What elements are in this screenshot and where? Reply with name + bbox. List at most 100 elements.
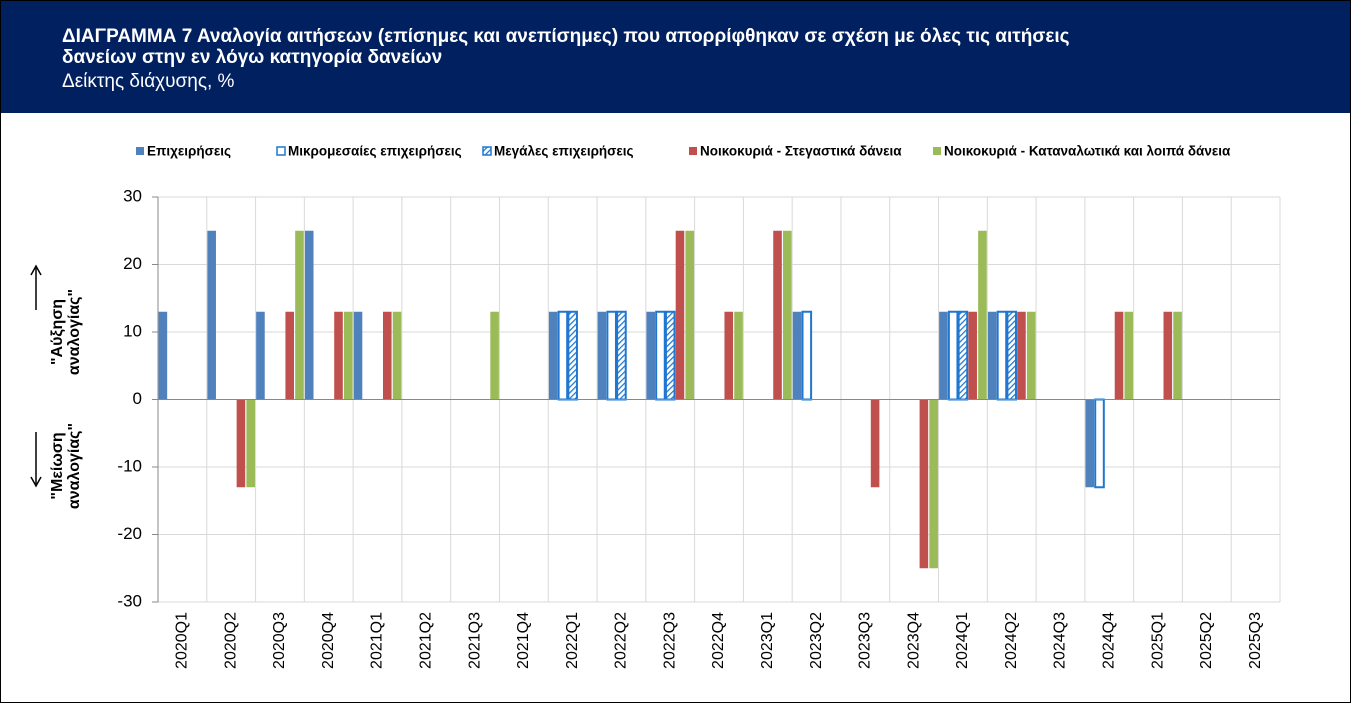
x-tick-label: 2020Q4 xyxy=(320,612,337,669)
x-tick-label: 2020Q3 xyxy=(271,612,288,669)
legend-label: Μεγάλες επιχειρήσεις xyxy=(494,144,634,159)
bar xyxy=(929,399,938,569)
y-tick-label: 10 xyxy=(123,321,142,340)
x-tick-label: 2024Q4 xyxy=(1100,612,1117,669)
arrows xyxy=(30,264,42,488)
bar xyxy=(685,230,695,400)
legend-item: Μικρομεσαίες επιχειρήσεις xyxy=(276,144,462,159)
annotation: "Μείωσηαναλογίας" xyxy=(49,423,83,509)
bar xyxy=(978,230,987,400)
x-tick-label: 2024Q3 xyxy=(1052,612,1069,669)
bar xyxy=(304,230,314,400)
legend-swatch xyxy=(276,146,286,156)
bar xyxy=(947,310,959,401)
header-band xyxy=(0,0,1351,113)
bar xyxy=(987,311,997,400)
y-tick-label: -30 xyxy=(117,591,142,610)
bar xyxy=(557,310,569,401)
bar xyxy=(490,311,499,400)
x-tick-label: 2025Q1 xyxy=(1149,612,1166,669)
x-tick-label: 2023Q3 xyxy=(857,612,874,669)
legend-item: Επιχειρήσεις xyxy=(136,144,231,159)
bar xyxy=(773,230,782,400)
x-tick-label: 2023Q4 xyxy=(905,612,922,669)
bar xyxy=(548,311,558,400)
x-tick-label: 2023Q2 xyxy=(808,612,825,669)
x-tick-label: 2025Q3 xyxy=(1247,612,1264,669)
bar xyxy=(664,310,676,401)
bar xyxy=(616,310,627,401)
bar xyxy=(1085,399,1095,488)
y-tick-label: -10 xyxy=(117,456,142,475)
bar xyxy=(1026,311,1036,400)
bar xyxy=(392,311,402,400)
annotation-line: αναλογίας" xyxy=(66,423,83,509)
bar xyxy=(256,311,265,400)
legend-label: Νοικοκυριά - Στεγαστικά δάνεια xyxy=(700,144,902,159)
x-tick-label: 2024Q2 xyxy=(1003,612,1020,669)
bar xyxy=(919,399,929,569)
x-tick-label: 2022Q4 xyxy=(710,612,727,669)
bar xyxy=(158,311,168,400)
bar xyxy=(675,230,685,400)
bar xyxy=(939,311,948,400)
x-tick-label: 2020Q1 xyxy=(174,612,191,669)
bar xyxy=(1017,311,1026,400)
y-tick-label: 30 xyxy=(123,186,142,205)
bar xyxy=(567,310,578,401)
x-tick-label: 2021Q2 xyxy=(418,612,435,669)
bar xyxy=(783,230,792,400)
bar xyxy=(1124,311,1134,400)
y-tick-label: 20 xyxy=(123,254,142,273)
legend-swatch xyxy=(482,146,492,156)
bar xyxy=(207,230,216,400)
bar xyxy=(1173,311,1182,400)
bar xyxy=(236,399,246,488)
annotation: "Αύξησηαναλογίας" xyxy=(49,289,83,375)
x-tick-label: 2021Q4 xyxy=(515,612,532,669)
bar xyxy=(968,311,977,400)
legend-item: Νοικοκυριά - Καταναλωτικά και λοιπά δάνε… xyxy=(933,144,1231,159)
bar xyxy=(1163,311,1173,400)
bar xyxy=(801,310,813,401)
title: ΔΙΑΓΡΑΜΜΑ 7 Αναλογία αιτήσεων (επίσημες … xyxy=(62,26,1070,47)
bar xyxy=(285,311,295,400)
annotation-line: "Αύξηση xyxy=(49,299,66,365)
bar xyxy=(734,311,743,400)
bar xyxy=(606,310,617,401)
bar xyxy=(1094,398,1105,489)
subtitle: Δείκτης διάχυσης, % xyxy=(62,71,235,92)
bar xyxy=(996,310,1008,401)
x-tick-label: 2022Q1 xyxy=(564,612,581,669)
x-tick-label: 2022Q2 xyxy=(613,612,630,669)
bar xyxy=(870,399,880,488)
x-tick-label: 2025Q2 xyxy=(1198,612,1215,669)
bar xyxy=(334,311,343,400)
x-tick-label: 2022Q3 xyxy=(661,612,678,669)
annotation-line: αναλογίας" xyxy=(66,289,83,375)
x-tick-label: 2020Q2 xyxy=(222,612,239,669)
legend-swatch xyxy=(689,147,697,155)
bar xyxy=(957,310,969,401)
legend-label: Νοικοκυριά - Καταναλωτικά και λοιπά δάνε… xyxy=(944,144,1231,159)
bar xyxy=(646,311,655,400)
x-tick-label: 2021Q3 xyxy=(466,612,483,669)
legend-swatch xyxy=(933,147,941,155)
bar xyxy=(353,311,363,400)
legend-label: Επιχειρήσεις xyxy=(147,144,231,159)
bar xyxy=(792,311,802,400)
y-tick-label: -20 xyxy=(117,524,142,543)
x-tick-label: 2021Q1 xyxy=(369,612,386,669)
bar xyxy=(246,399,255,488)
bar xyxy=(724,311,734,400)
y-tick-label: 0 xyxy=(133,389,142,408)
x-tick-label: 2024Q1 xyxy=(954,612,971,669)
bar xyxy=(343,311,353,400)
bar xyxy=(295,230,304,400)
legend-label: Μικρομεσαίες επιχειρήσεις xyxy=(288,144,462,159)
bar xyxy=(1114,311,1124,400)
bar xyxy=(1006,310,1017,401)
title: δανείων στην εν λόγω κατηγορία δανείων xyxy=(62,47,442,68)
annotation-line: "Μείωση xyxy=(49,432,66,499)
